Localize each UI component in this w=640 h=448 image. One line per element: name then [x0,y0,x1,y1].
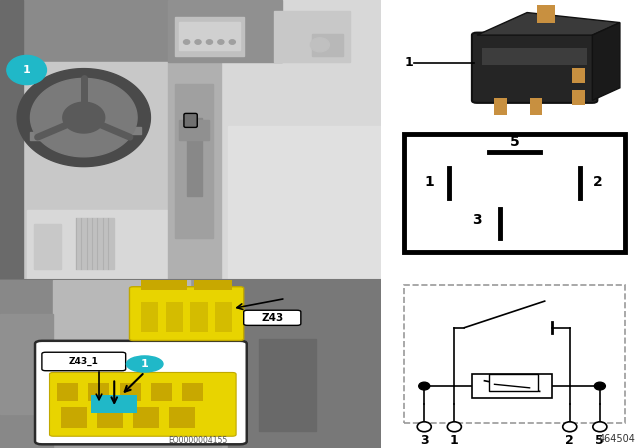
Bar [221,0,381,280]
FancyBboxPatch shape [49,372,236,436]
Bar [76,218,115,269]
Bar [151,383,172,401]
Bar [175,17,244,56]
Bar [404,134,625,252]
Text: 1: 1 [450,435,459,448]
Bar [572,68,585,83]
Bar [228,126,381,280]
Bar [27,210,172,280]
Polygon shape [31,78,137,157]
Text: 1: 1 [141,359,148,369]
Circle shape [310,38,330,52]
Bar [537,5,555,22]
Bar [166,302,183,332]
Bar [133,407,159,428]
Circle shape [447,422,461,432]
Bar [0,280,53,448]
Bar [92,395,137,414]
Bar [495,98,507,116]
Bar [168,61,221,280]
Text: Z43_1: Z43_1 [69,357,99,366]
Text: 3: 3 [472,212,482,227]
Bar [179,121,209,140]
Text: 2: 2 [593,175,602,189]
Bar [31,132,61,140]
Bar [482,47,588,65]
Bar [530,98,542,116]
Bar [175,84,213,238]
Bar [194,280,232,290]
Bar [61,407,87,428]
Text: 1: 1 [405,56,413,69]
Circle shape [419,382,430,390]
Bar [490,374,538,392]
FancyBboxPatch shape [42,352,125,371]
Bar [312,34,343,56]
Bar [141,280,187,290]
Polygon shape [593,22,620,100]
Polygon shape [17,69,150,167]
Polygon shape [477,13,620,35]
Bar [141,302,158,332]
Bar [228,280,381,448]
Bar [274,11,350,61]
Text: 1: 1 [23,65,31,75]
Bar [259,339,316,431]
Text: EO0000004155: EO0000004155 [168,435,228,444]
Bar [179,22,240,51]
Bar [114,127,141,134]
Circle shape [184,40,189,44]
Bar [0,0,23,280]
Bar [170,407,195,428]
Circle shape [229,40,236,44]
FancyBboxPatch shape [244,310,301,325]
Circle shape [195,40,201,44]
Circle shape [417,422,431,432]
Bar [23,61,168,280]
Text: 5: 5 [595,435,604,448]
Bar [53,280,191,356]
Bar [187,117,202,196]
Bar [97,407,123,428]
Text: 5: 5 [509,134,520,149]
Bar [191,302,207,332]
Circle shape [595,382,605,390]
Bar [120,383,141,401]
Bar [572,90,585,105]
Text: 1: 1 [424,175,434,189]
Circle shape [206,40,212,44]
Bar [88,383,109,401]
Text: 464504: 464504 [598,435,635,444]
Bar [191,280,221,448]
Bar [472,374,552,398]
Text: 3: 3 [420,435,429,448]
Bar [0,0,381,61]
Bar [404,285,625,423]
Circle shape [563,422,577,432]
FancyBboxPatch shape [472,33,597,103]
Circle shape [127,356,163,372]
FancyBboxPatch shape [184,113,197,127]
Bar [215,302,232,332]
Bar [0,314,53,414]
Circle shape [593,422,607,432]
Text: 2: 2 [565,435,574,448]
Polygon shape [63,102,105,133]
Circle shape [218,40,224,44]
FancyBboxPatch shape [129,287,244,340]
Bar [168,0,282,61]
Bar [35,224,61,269]
Text: Z43: Z43 [261,313,284,323]
Bar [57,383,78,401]
FancyBboxPatch shape [35,341,247,444]
Bar [182,383,203,401]
Circle shape [7,56,47,85]
